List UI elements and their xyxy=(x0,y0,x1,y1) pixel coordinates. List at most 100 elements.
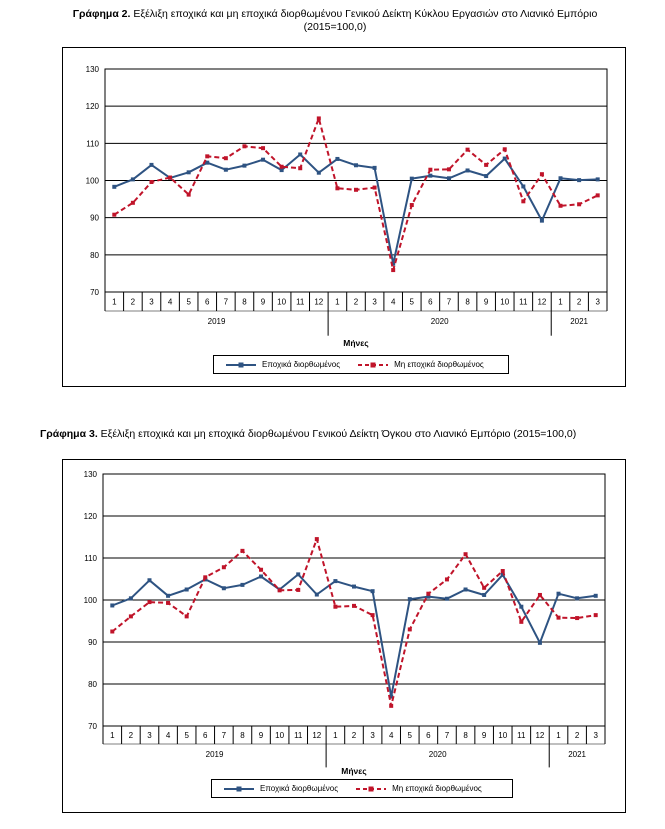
x-tick-label: 4 xyxy=(168,298,173,307)
y-tick-label: 130 xyxy=(84,470,98,479)
data-point-non-seasonal xyxy=(426,591,431,596)
data-point-non-seasonal xyxy=(240,548,245,553)
data-point-seasonal xyxy=(259,574,264,579)
data-point-non-seasonal xyxy=(110,629,115,634)
y-tick-label: 90 xyxy=(90,214,99,223)
x-tick-label: 11 xyxy=(294,731,303,740)
data-point-non-seasonal xyxy=(333,604,338,609)
x-tick-label: 12 xyxy=(537,298,546,307)
data-point-non-seasonal xyxy=(537,592,542,597)
year-label: 2021 xyxy=(570,317,588,326)
data-point-seasonal xyxy=(112,184,117,189)
data-point-seasonal xyxy=(539,218,544,223)
x-tick-label: 2 xyxy=(354,298,359,307)
x-tick-label: 1 xyxy=(558,298,563,307)
data-point-non-seasonal xyxy=(409,203,414,208)
x-tick-label: 6 xyxy=(426,731,431,740)
data-point-non-seasonal xyxy=(428,167,433,172)
x-tick-label: 12 xyxy=(314,298,323,307)
data-point-non-seasonal xyxy=(539,172,544,177)
x-tick-label: 2 xyxy=(575,731,580,740)
data-point-seasonal xyxy=(577,178,582,183)
x-tick-label: 5 xyxy=(186,298,191,307)
x-tick-label: 7 xyxy=(445,731,450,740)
year-label: 2020 xyxy=(429,750,447,759)
data-point-non-seasonal xyxy=(577,202,582,207)
data-point-seasonal xyxy=(186,170,191,175)
data-point-non-seasonal xyxy=(259,567,264,572)
data-point-non-seasonal xyxy=(221,565,226,570)
legend-swatch-seasonal xyxy=(224,786,254,791)
year-label: 2021 xyxy=(568,750,586,759)
data-point-seasonal xyxy=(354,163,358,168)
y-tick-label: 80 xyxy=(88,680,97,689)
x-tick-label: 12 xyxy=(535,731,544,740)
data-point-seasonal xyxy=(221,586,226,591)
x-tick-label: 5 xyxy=(410,298,415,307)
data-point-non-seasonal xyxy=(112,212,117,217)
data-point-seasonal xyxy=(242,163,247,168)
chart-legend-2: Εποχικά διορθωμένος Μη εποχικά διορθωμέν… xyxy=(211,779,513,798)
y-tick-label: 100 xyxy=(86,177,100,186)
data-point-seasonal xyxy=(335,156,340,161)
data-point-seasonal xyxy=(279,168,284,173)
y-tick-label: 80 xyxy=(90,251,99,260)
data-point-non-seasonal xyxy=(277,588,282,593)
x-tick-label: 1 xyxy=(333,731,338,740)
data-point-non-seasonal xyxy=(372,185,377,190)
chart-frame-2: 70 80 90 100 110 120 130 1 2 3 4 5 6 7 8 9 10 11 12 1 2 3 4 5 6 7… xyxy=(62,459,626,813)
y-tick-label: 120 xyxy=(86,102,100,111)
data-point-seasonal xyxy=(128,596,133,601)
data-point-non-seasonal xyxy=(575,616,580,621)
x-axis-title: Μήνες xyxy=(343,338,369,348)
data-point-seasonal xyxy=(298,152,303,157)
x-tick-label: 8 xyxy=(465,298,470,307)
data-point-non-seasonal xyxy=(335,186,340,191)
legend-item-seasonal: Εποχικά διορθωμένος xyxy=(224,784,338,794)
data-point-seasonal xyxy=(352,584,356,589)
series-line-seasonal xyxy=(111,573,596,698)
x-tick-label: 2 xyxy=(577,298,582,307)
x-tick-label: 11 xyxy=(517,731,526,740)
caption-prefix: Γράφημα 3. xyxy=(40,428,98,440)
legend-label-non-seasonal: Μη εποχικά διορθωμένος xyxy=(394,360,484,369)
data-point-non-seasonal xyxy=(296,587,301,592)
x-tick-label: 3 xyxy=(595,298,600,307)
chart-caption-1: Γράφημα 2. Εξέλιξη εποχικά και μη εποχικ… xyxy=(30,8,640,34)
data-point-seasonal xyxy=(389,694,394,699)
legend-swatch-seasonal xyxy=(226,362,256,367)
legend-label-seasonal: Εποχικά διορθωμένος xyxy=(260,784,339,793)
data-point-seasonal xyxy=(426,594,431,599)
data-point-seasonal xyxy=(223,167,228,172)
data-point-non-seasonal xyxy=(298,166,303,171)
data-point-non-seasonal xyxy=(389,703,394,708)
y-tick-label: 110 xyxy=(86,139,99,148)
data-point-seasonal xyxy=(240,582,245,587)
x-tick-label: 1 xyxy=(112,298,117,307)
x-tick-label: 3 xyxy=(372,298,377,307)
x-tick-label: 1 xyxy=(110,731,115,740)
data-point-seasonal xyxy=(482,592,487,597)
data-point-seasonal xyxy=(444,596,449,601)
data-point-non-seasonal xyxy=(558,203,563,208)
x-tick-label: 11 xyxy=(296,298,305,307)
data-point-non-seasonal xyxy=(184,614,189,619)
data-point-seasonal xyxy=(575,596,580,601)
data-point-non-seasonal xyxy=(407,627,412,632)
plot-area xyxy=(102,473,606,727)
x-tick-label: 7 xyxy=(224,298,229,307)
data-point-non-seasonal xyxy=(223,156,228,161)
x-tick-label: 10 xyxy=(275,731,284,740)
x-tick-label: 10 xyxy=(500,298,509,307)
x-tick-label: 5 xyxy=(184,731,189,740)
data-point-non-seasonal xyxy=(147,600,152,605)
x-tick-label: 1 xyxy=(335,298,340,307)
chart-frame-1: 70 80 90 100 110 120 130 1 2 3 4 5 6 7 8 9 10 11 12 1 2 3 4 5 6 7… xyxy=(62,47,626,387)
year-label: 2019 xyxy=(208,317,226,326)
x-tick-label: 8 xyxy=(463,731,468,740)
data-point-seasonal xyxy=(519,604,524,609)
data-point-seasonal xyxy=(372,165,377,170)
data-point-seasonal xyxy=(166,593,171,598)
x-tick-label: 2 xyxy=(352,731,357,740)
legend-swatch-non-seasonal xyxy=(356,786,387,791)
